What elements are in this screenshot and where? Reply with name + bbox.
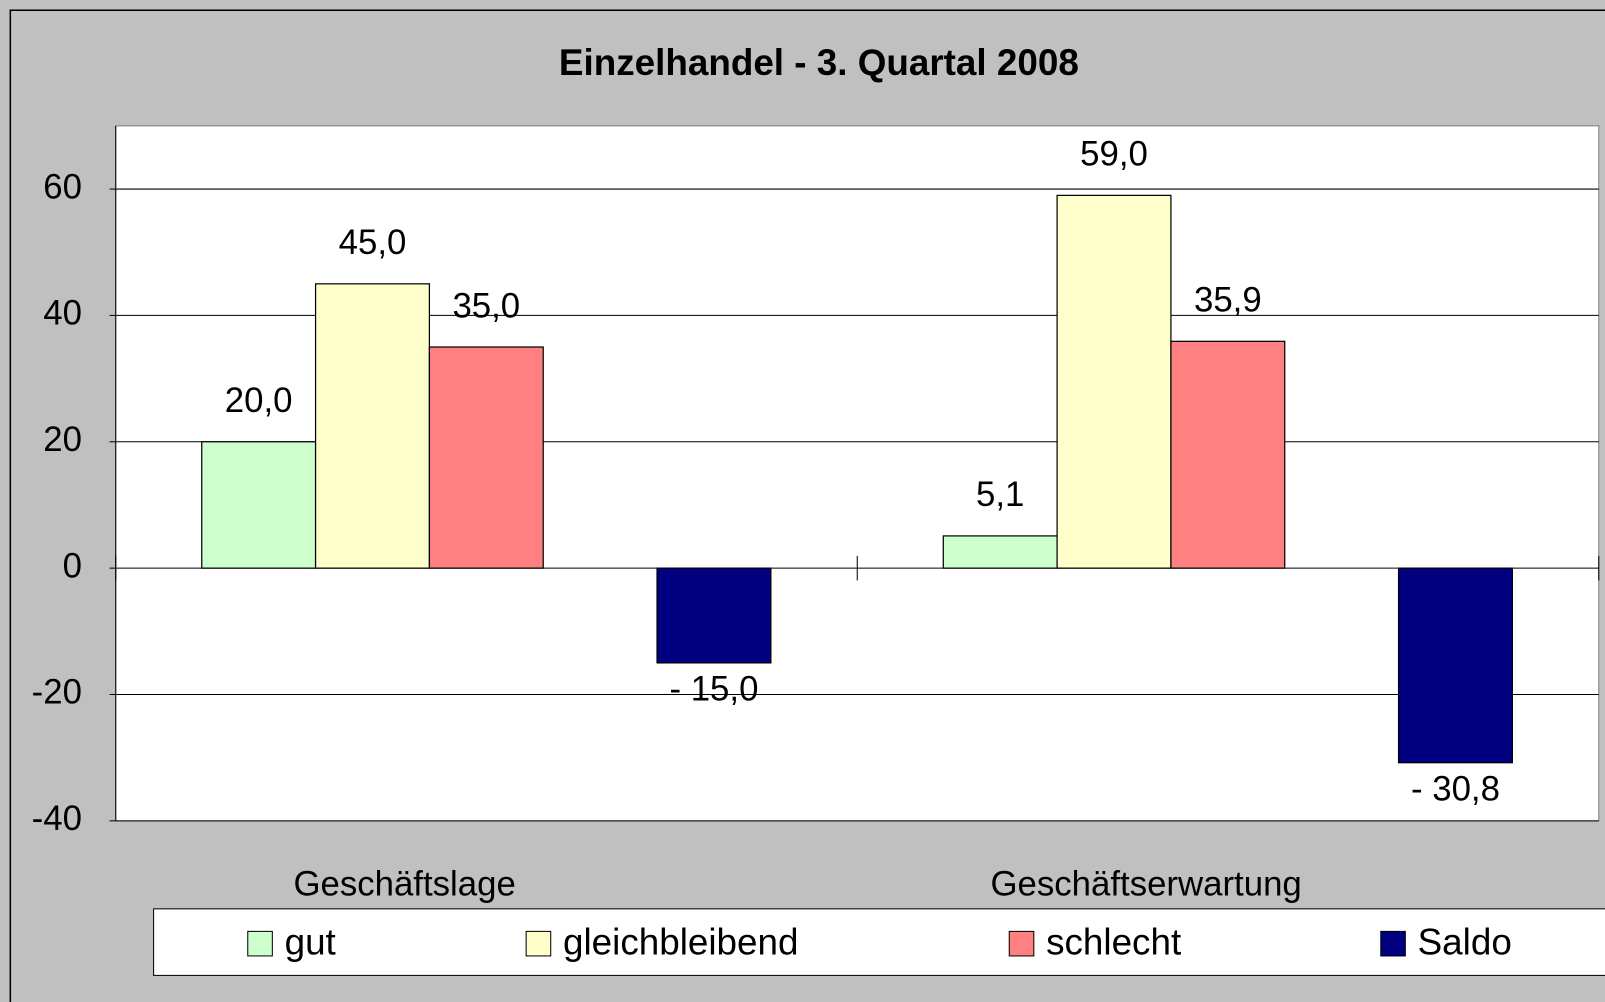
legend — [153, 908, 1605, 976]
x-tick-label: Geschäftserwartung — [991, 866, 1302, 904]
chart-title: Einzelhandel - 3. Quartal 2008 — [559, 42, 1079, 83]
legend-swatch — [525, 930, 552, 957]
data-label: - 30,8 — [1411, 771, 1500, 809]
legend-swatch — [1380, 930, 1406, 957]
bar — [428, 346, 544, 569]
bar — [1056, 194, 1172, 569]
legend-label: schlecht — [1046, 921, 1181, 962]
data-label: - 15,0 — [669, 671, 758, 709]
y-tick-label: -20 — [32, 674, 82, 712]
bar — [314, 283, 431, 569]
legend-label: gut — [285, 921, 336, 962]
data-label: 5,1 — [976, 476, 1024, 514]
data-label: 45,0 — [339, 224, 407, 262]
data-label: 20,0 — [225, 382, 293, 420]
y-tick-label: 0 — [63, 547, 82, 585]
data-label: 59,0 — [1080, 136, 1148, 174]
data-label: 35,9 — [1194, 282, 1262, 320]
y-tick-label: 40 — [43, 295, 82, 333]
y-tick-label: -40 — [32, 800, 82, 838]
bar — [942, 535, 1058, 569]
legend-swatch — [1008, 930, 1035, 957]
legend-label: Saldo — [1418, 921, 1512, 962]
legend-label: gleichbleibend — [563, 921, 798, 962]
bar — [1170, 340, 1286, 569]
data-label: 35,0 — [452, 287, 520, 325]
bar — [1397, 567, 1514, 764]
bar — [201, 441, 317, 569]
y-tick-label: 20 — [43, 421, 82, 459]
x-tick-label: Geschäftslage — [293, 866, 515, 904]
legend-swatch — [247, 930, 273, 957]
y-tick-label: 60 — [43, 168, 82, 206]
bar — [656, 567, 772, 664]
